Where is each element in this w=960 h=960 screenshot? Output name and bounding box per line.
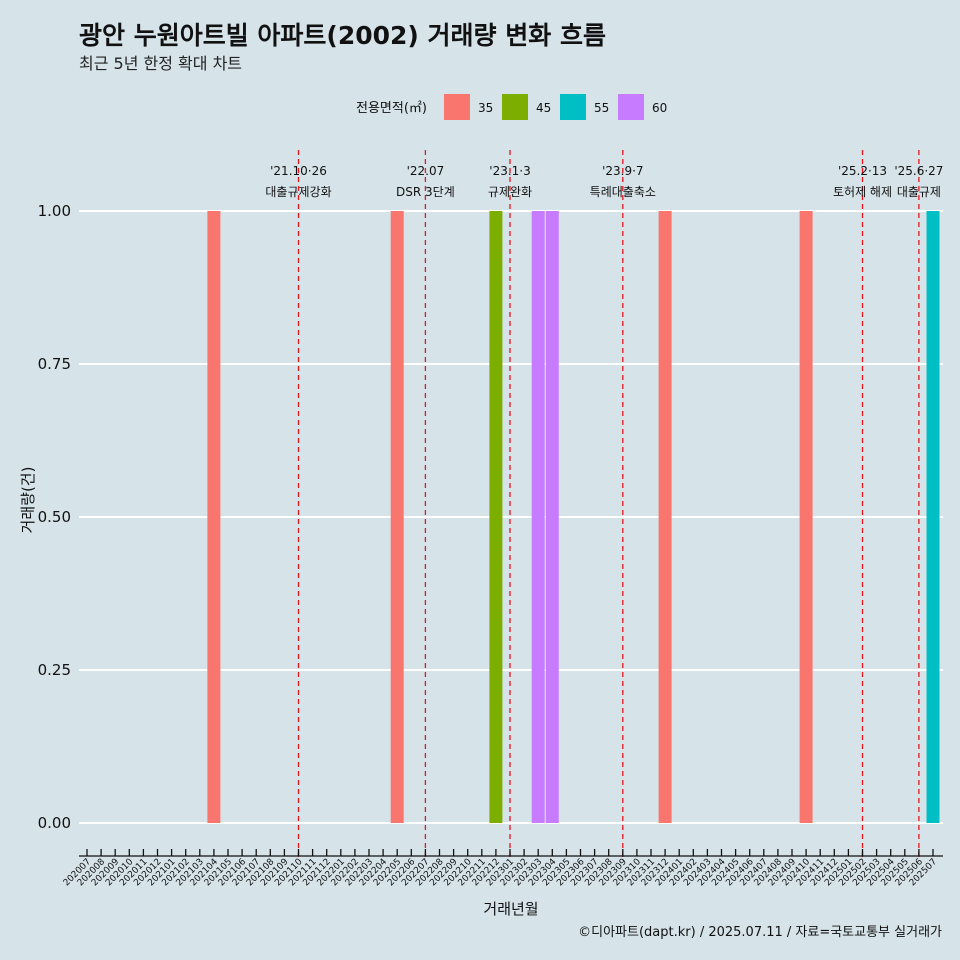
policy-lines [297,150,920,857]
chart-subtitle: 최근 5년 한정 확대 차트 [79,54,242,73]
gridlines [79,210,943,824]
annotation-date: '25.2·13 [838,164,887,178]
annotation-text: 특례대출축소 [590,185,656,199]
bar [926,211,940,823]
y-tick-label: 0.25 [38,661,71,679]
legend-swatch [502,94,528,120]
annotation-text: 대출규제강화 [265,185,331,199]
bar [658,211,672,823]
legend-title: 전용면적(㎡) [356,101,427,116]
legend-label: 45 [536,101,551,115]
bar [799,211,813,823]
legend-swatch [560,94,586,120]
annotation-date: '22.07 [407,164,445,178]
y-tick-label: 0.50 [38,508,71,526]
annotation-text: 토허제 해제 [833,185,892,199]
legend-label: 60 [652,101,667,115]
x-axis-label: 거래년월 [483,900,538,918]
annotation-date: '21.10·26 [270,164,327,178]
legend-swatch [444,94,470,120]
bar [545,211,559,823]
y-tick-label: 0.75 [38,355,71,373]
bar [489,211,503,823]
bar [390,211,404,823]
y-axis-label: 거래량(건) [19,467,37,534]
legend-label: 35 [478,101,493,115]
legend-label: 55 [594,101,609,115]
x-axis: 2020072020082020092020102020112020122021… [62,849,943,888]
annotation-date: '23.9·7 [602,164,643,178]
bar [207,211,221,823]
y-tick-label: 0.00 [38,814,71,832]
bar [531,211,545,823]
legend: 전용면적(㎡) 35 45 55 60 [356,94,667,120]
chart-title: 광안 누원아트빌 아파트(2002) 거래량 변화 흐름 [79,21,606,50]
annotations: '21.10·26 대출규제강화 '22.07 DSR 3단계 '23.1·3 규제완화 '… [265,164,943,199]
bars [207,211,940,823]
annotation-date: '23.1·3 [489,164,530,178]
y-tick-label: 1.00 [38,202,71,220]
annotation-text: 대출규제 [897,185,941,199]
legend-swatch [618,94,644,120]
annotation-text: 규제완화 [488,185,532,199]
caption: ©디아파트(dapt.kr) / 2025.07.11 / 자료=국토교통부 실… [578,925,942,940]
annotation-text: DSR 3단계 [396,185,455,199]
annotation-date: '25.6·27 [894,164,943,178]
y-axis: 0.00 0.25 0.50 0.75 1.00 [38,202,71,832]
